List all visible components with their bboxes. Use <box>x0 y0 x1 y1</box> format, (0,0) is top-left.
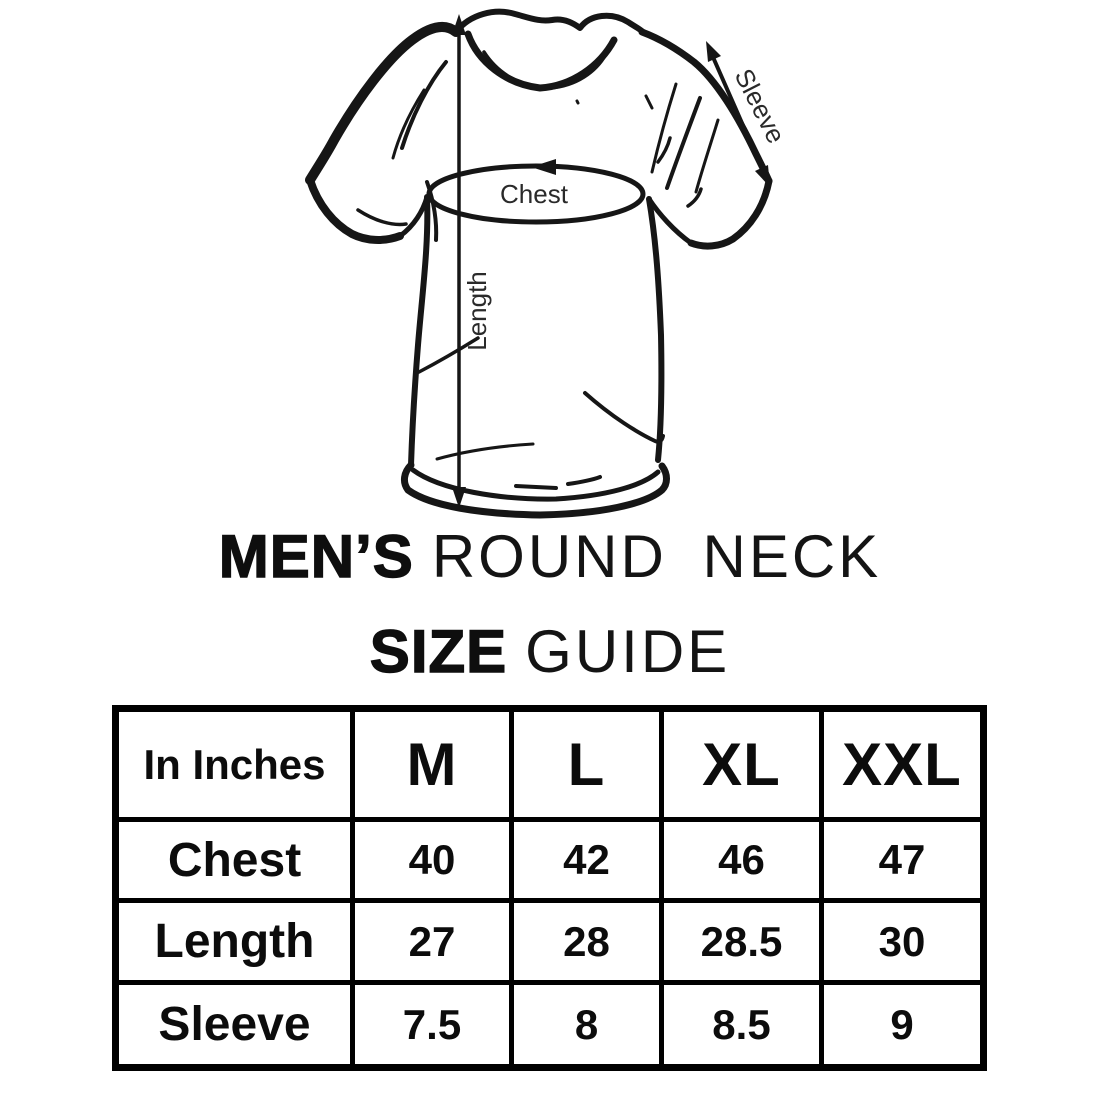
page-subtitle: SIZE GUIDE <box>0 621 1100 682</box>
length-measure: Length <box>452 14 492 508</box>
right-sleeve-fold-2 <box>650 82 678 174</box>
cell-sleeve-m: 7.5 <box>350 980 514 1070</box>
cell-chest-xl: 46 <box>659 817 824 903</box>
cell-chest-m: 40 <box>350 817 514 903</box>
tshirt-diagram: Chest Length Sleeve <box>305 8 791 519</box>
row-label-chest: Chest <box>113 817 355 903</box>
right-sleeve-fold-1 <box>665 96 702 190</box>
chest-label: Chest <box>500 179 569 209</box>
collar-accent-dash <box>644 94 654 110</box>
sleeve-arrowhead-bottom-icon <box>755 165 770 187</box>
cell-sleeve-l: 8 <box>509 980 664 1070</box>
length-label: Length <box>462 271 492 351</box>
right-sleeve-fold-3 <box>694 118 720 194</box>
page-title: MEN’S ROUND NECK <box>0 526 1100 587</box>
size-header-xxl: XXL <box>819 706 986 822</box>
tshirt-fold-lines <box>356 60 720 490</box>
table-row-sleeve: Sleeve 7.5 8 8.5 9 <box>113 980 986 1070</box>
page-subtitle-bold: SIZE <box>369 618 508 685</box>
left-armpit-fold <box>425 180 439 242</box>
length-arrowhead-bottom-icon <box>452 487 466 508</box>
hem-outer <box>400 461 670 519</box>
hem-dash-1 <box>514 484 558 490</box>
size-header-m: M <box>350 706 514 822</box>
cell-length-xl: 28.5 <box>659 898 824 985</box>
cell-length-m: 27 <box>350 898 514 985</box>
left-sleeve-opening <box>397 194 430 239</box>
left-shoulder-sleeve <box>305 21 461 185</box>
table-header-row: In Inches M L XL XXL <box>113 706 986 822</box>
hem-band-line <box>410 467 661 502</box>
left-sleeve-fold-1 <box>400 60 448 150</box>
sleeve-arrowhead-top-icon <box>706 41 721 62</box>
cell-chest-xxl: 47 <box>819 817 986 903</box>
row-label-sleeve: Sleeve <box>113 980 355 1070</box>
collar-rib <box>482 50 608 90</box>
cell-length-xxl: 30 <box>819 898 986 985</box>
page-subtitle-light: GUIDE <box>525 618 731 685</box>
cell-sleeve-xl: 8.5 <box>659 980 824 1070</box>
left-cuff-crease <box>356 208 408 227</box>
tshirt-outline <box>305 8 773 519</box>
chest-measure: Chest <box>426 159 646 225</box>
right-cuff <box>687 177 773 250</box>
left-hip-crease <box>417 336 480 374</box>
left-sleeve-fold-2 <box>391 88 426 160</box>
cell-sleeve-xxl: 9 <box>819 980 986 1070</box>
right-underarm-flick <box>656 136 672 164</box>
cell-length-l: 28 <box>509 898 664 985</box>
size-header-l: L <box>509 706 664 822</box>
hem-left-crease <box>435 442 535 461</box>
size-table: In Inches M L XL XXL Chest 40 42 46 47 L… <box>112 705 987 1071</box>
chest-arrowhead-icon <box>531 159 556 175</box>
right-body-edge <box>646 196 665 463</box>
collar-accent-dot <box>575 99 580 105</box>
table-row-chest: Chest 40 42 46 47 <box>113 817 986 903</box>
left-body-edge <box>408 194 431 468</box>
sleeve-label: Sleeve <box>729 64 792 148</box>
right-underarm-hook <box>686 187 703 208</box>
hem-dash-2 <box>566 475 602 486</box>
length-arrowhead-top-icon <box>452 14 466 35</box>
page-title-bold: MEN’S <box>218 523 414 590</box>
table-row-length: Length 27 28 28.5 30 <box>113 898 986 985</box>
page-title-light: ROUND NECK <box>431 523 882 590</box>
left-cuff <box>306 176 404 244</box>
cell-chest-l: 42 <box>509 817 664 903</box>
size-header-xl: XL <box>659 706 824 822</box>
collar-outer <box>453 8 646 35</box>
sleeve-measure: Sleeve <box>706 41 791 187</box>
unit-header-cell: In Inches <box>113 706 355 822</box>
row-label-length: Length <box>113 898 355 985</box>
sleeve-line <box>707 46 769 182</box>
right-body-fold <box>583 391 665 444</box>
